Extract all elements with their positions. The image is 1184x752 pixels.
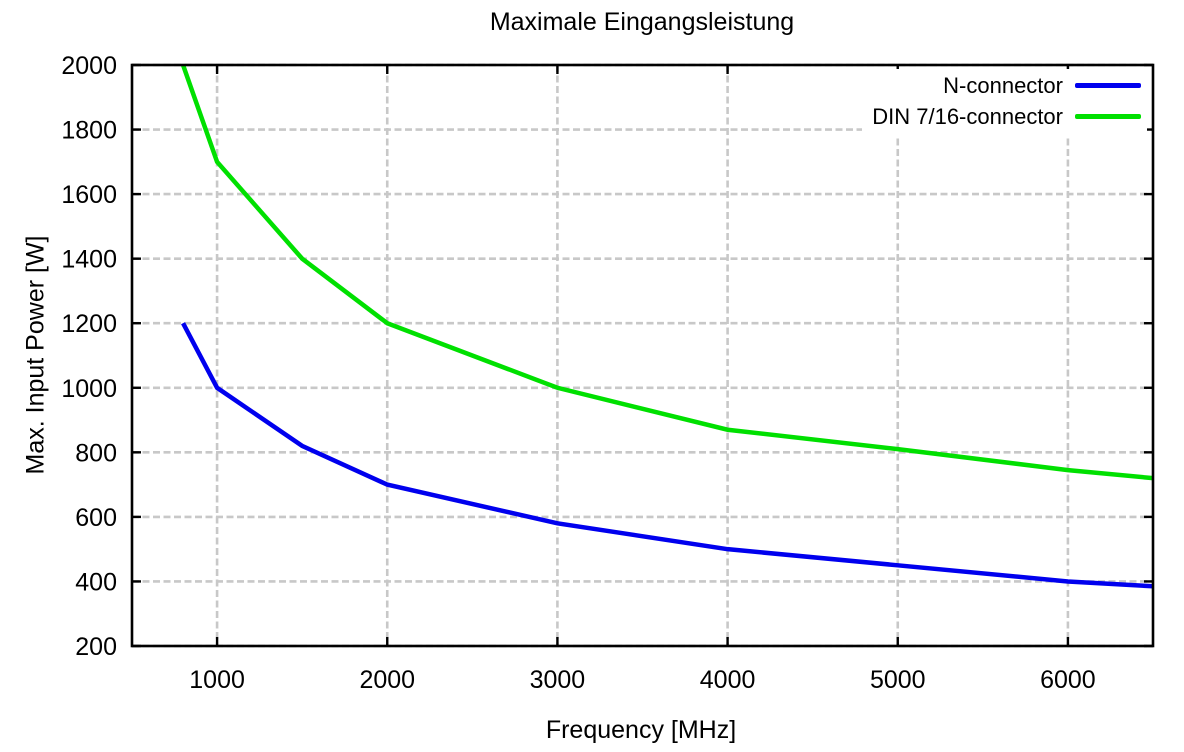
legend-line-sample-n-connector — [1075, 83, 1141, 88]
y-axis-title: Max. Input Power [W] — [21, 235, 50, 475]
x-tick-label-4000: 4000 — [700, 666, 756, 694]
plot-border — [130, 63, 1155, 648]
y-tick-label-1400: 1400 — [61, 246, 117, 274]
y-tick-label-1000: 1000 — [61, 375, 117, 403]
legend-label-din-connector: DIN 7/16-connector — [872, 103, 1063, 129]
legend-item-din-connector: DIN 7/16-connector — [872, 101, 1141, 132]
y-tick-label-1600: 1600 — [61, 181, 117, 209]
chart-title: Maximale Eingangsleistung — [489, 8, 795, 36]
x-tick-label-6000: 6000 — [1040, 666, 1096, 694]
legend: N-connector DIN 7/16-connector — [862, 69, 1147, 136]
y-tick-label-1800: 1800 — [61, 117, 117, 145]
y-tick-label-600: 600 — [75, 504, 117, 532]
series-line-din-7-16-connector — [180, 64, 1154, 481]
y-tick-label-400: 400 — [75, 568, 117, 596]
y-tick-label-200: 200 — [75, 633, 117, 661]
series-line-n-connector — [181, 322, 1154, 589]
x-axis-title: Frequency [MHz] — [545, 716, 737, 744]
x-tick-label-2000: 2000 — [359, 666, 415, 694]
legend-line-sample-din-connector — [1075, 114, 1141, 119]
legend-item-n-connector: N-connector — [943, 70, 1141, 101]
y-tick-label-2000: 2000 — [61, 52, 117, 80]
x-tick-label-5000: 5000 — [870, 666, 926, 694]
legend-label-n-connector: N-connector — [943, 72, 1063, 98]
y-tick-label-800: 800 — [75, 439, 117, 467]
x-tick-label-3000: 3000 — [530, 666, 586, 694]
x-tick-label-1000: 1000 — [189, 666, 245, 694]
y-tick-label-1200: 1200 — [61, 310, 117, 338]
